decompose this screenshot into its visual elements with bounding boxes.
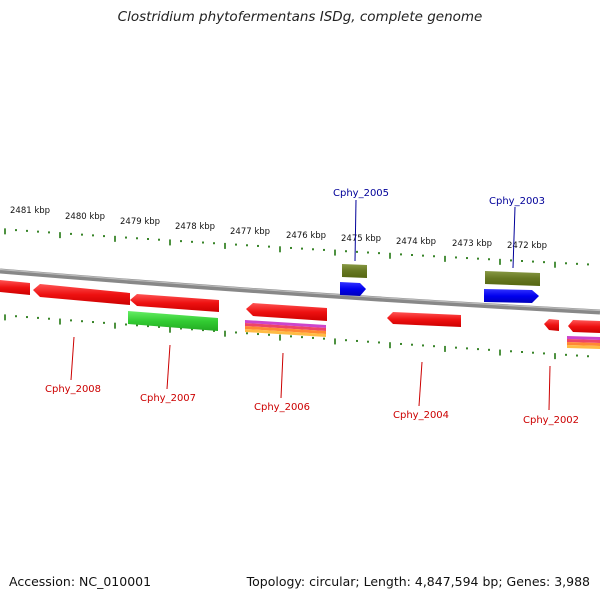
gene-label-leaders [70,199,551,411]
ruler-top-ticks [4,228,589,268]
gene-feature-reverse[interactable] [246,303,327,321]
gene-feature-forward[interactable] [340,282,366,296]
gene-label[interactable]: Cphy_2007 [140,393,196,404]
ruler-label: 2476 kbp [286,231,326,241]
genome-info-text: Topology: circular; Length: 4,847,594 bp… [246,574,590,589]
gene-label[interactable]: Cphy_2006 [254,402,310,413]
ruler-bottom-ticks [4,314,589,360]
gene-label[interactable]: Cphy_2005 [333,188,389,199]
map-title: Clostridium phytofermentans ISDg, comple… [117,9,483,25]
ruler-label: 2481 kbp [10,206,50,216]
gene-feature-reverse[interactable] [130,294,219,312]
gene-feature-multicolor[interactable] [245,320,326,337]
ruler-label: 2478 kbp [175,222,215,232]
gene-feature-reverse[interactable] [387,312,461,327]
gene-label[interactable]: Cphy_2003 [489,196,545,207]
gene-feature-forward[interactable] [484,289,539,303]
gene-label[interactable]: Cphy_2008 [45,384,101,395]
gene-feature-reverse[interactable] [568,320,600,333]
accession-text: Accession: NC_010001 [9,574,152,589]
ruler-label: 2475 kbp [341,234,381,244]
gene-label[interactable]: Cphy_2002 [523,415,579,426]
gene-feature[interactable] [485,271,540,286]
gene-labels: Cphy_2005 Cphy_2003 Cphy_2008 Cphy_2007 … [45,188,579,426]
gene-features [0,264,600,349]
ruler-label: 2477 kbp [230,227,270,237]
gene-feature-reverse[interactable] [33,284,130,305]
gene-feature[interactable] [128,311,218,331]
ruler-label: 2479 kbp [120,217,160,227]
genome-backbone [0,268,600,315]
ruler-label: 2474 kbp [396,237,436,247]
gene-feature[interactable] [342,264,367,278]
gene-feature-multicolor[interactable] [567,336,600,349]
ruler-label: 2472 kbp [507,241,547,251]
gene-label[interactable]: Cphy_2004 [393,410,449,421]
ruler-label: 2480 kbp [65,212,105,222]
ruler-labels: 2481 kbp 2480 kbp 2479 kbp 2478 kbp 2477… [10,206,547,251]
gene-feature-reverse[interactable] [544,319,559,331]
ruler-label: 2473 kbp [452,239,492,249]
gene-feature-reverse[interactable] [0,280,30,295]
